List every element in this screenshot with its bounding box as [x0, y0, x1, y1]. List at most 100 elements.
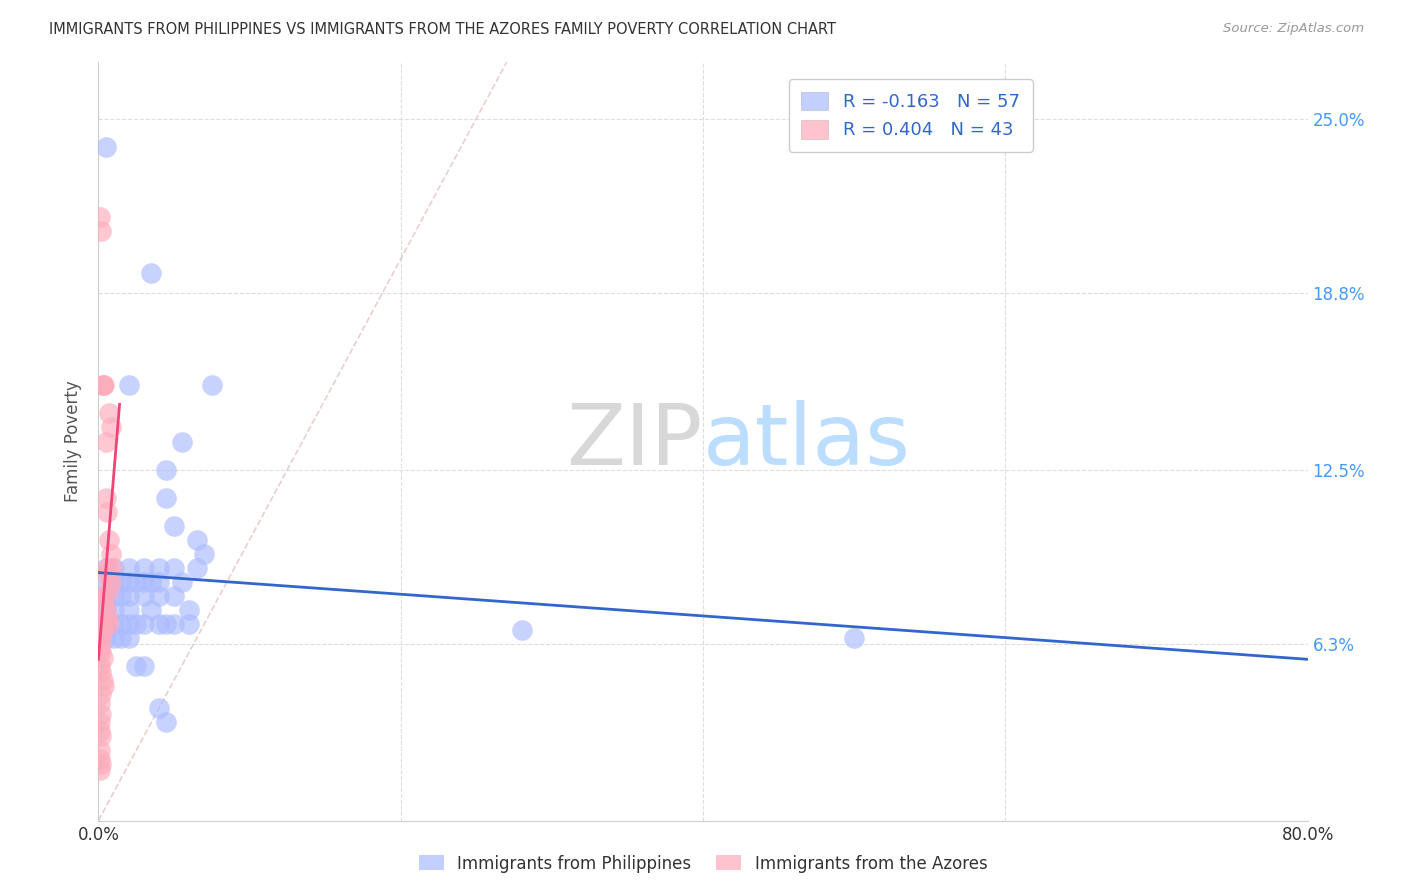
Point — [103, 617, 125, 632]
Point — [844, 631, 866, 645]
Point — [148, 574, 170, 589]
Point — [132, 617, 155, 632]
Point — [141, 603, 163, 617]
Text: IMMIGRANTS FROM PHILIPPINES VS IMMIGRANTS FROM THE AZORES FAMILY POVERTY CORRELA: IMMIGRANTS FROM PHILIPPINES VS IMMIGRANT… — [49, 22, 837, 37]
Point — [89, 752, 111, 766]
Point — [98, 533, 121, 547]
Text: ZIP: ZIP — [567, 400, 703, 483]
Point — [90, 706, 112, 721]
Point — [94, 139, 117, 153]
Point — [93, 378, 115, 392]
Point — [103, 603, 125, 617]
Point — [132, 574, 155, 589]
Point — [91, 673, 114, 688]
Point — [186, 561, 208, 575]
Point — [94, 434, 117, 449]
Point — [91, 589, 114, 603]
Y-axis label: Family Poverty: Family Poverty — [65, 381, 83, 502]
Point — [89, 659, 111, 673]
Point — [110, 589, 132, 603]
Point — [155, 462, 177, 476]
Point — [101, 561, 124, 575]
Point — [163, 589, 186, 603]
Point — [141, 574, 163, 589]
Point — [103, 631, 125, 645]
Point — [89, 210, 111, 224]
Point — [118, 617, 141, 632]
Point — [96, 611, 118, 625]
Point — [89, 631, 111, 645]
Point — [125, 659, 148, 673]
Point — [170, 434, 193, 449]
Point — [118, 631, 141, 645]
Point — [179, 617, 201, 632]
Legend: R = -0.163   N = 57, R = 0.404   N = 43: R = -0.163 N = 57, R = 0.404 N = 43 — [789, 79, 1032, 152]
Point — [94, 561, 117, 575]
Point — [94, 574, 117, 589]
Point — [91, 650, 114, 665]
Point — [94, 631, 117, 645]
Point — [193, 547, 215, 561]
Point — [132, 589, 155, 603]
Point — [98, 407, 121, 421]
Point — [91, 378, 114, 392]
Point — [103, 589, 125, 603]
Point — [155, 491, 177, 505]
Point — [170, 574, 193, 589]
Point — [91, 623, 114, 637]
Point — [96, 505, 118, 519]
Point — [90, 757, 112, 772]
Legend: Immigrants from Philippines, Immigrants from the Azores: Immigrants from Philippines, Immigrants … — [412, 848, 994, 880]
Point — [118, 603, 141, 617]
Text: Source: ZipAtlas.com: Source: ZipAtlas.com — [1223, 22, 1364, 36]
Point — [98, 617, 121, 632]
Point — [155, 617, 177, 632]
Point — [94, 566, 117, 581]
Point — [110, 617, 132, 632]
Point — [90, 224, 112, 238]
Point — [89, 743, 111, 757]
Point — [148, 561, 170, 575]
Point — [103, 561, 125, 575]
Point — [148, 701, 170, 715]
Point — [100, 547, 122, 561]
Point — [163, 518, 186, 533]
Point — [510, 623, 533, 637]
Point — [93, 679, 115, 693]
Point — [100, 574, 122, 589]
Point — [98, 583, 121, 598]
Point — [125, 617, 148, 632]
Point — [179, 603, 201, 617]
Point — [110, 631, 132, 645]
Point — [118, 378, 141, 392]
Point — [148, 589, 170, 603]
Point — [94, 617, 117, 632]
Point — [148, 617, 170, 632]
Point — [89, 715, 111, 730]
Point — [89, 723, 111, 738]
Point — [89, 763, 111, 777]
Point — [89, 640, 111, 654]
Point — [103, 574, 125, 589]
Point — [125, 574, 148, 589]
Point — [163, 561, 186, 575]
Point — [90, 665, 112, 679]
Point — [94, 603, 117, 617]
Point — [94, 589, 117, 603]
Point — [118, 561, 141, 575]
Point — [90, 730, 112, 744]
Point — [93, 617, 115, 632]
Point — [90, 687, 112, 701]
Point — [132, 659, 155, 673]
Point — [201, 378, 224, 392]
Point — [118, 589, 141, 603]
Point — [91, 378, 114, 392]
Point — [96, 561, 118, 575]
Point — [186, 533, 208, 547]
Text: atlas: atlas — [703, 400, 911, 483]
Point — [141, 266, 163, 280]
Point — [94, 603, 117, 617]
Point — [118, 574, 141, 589]
Point — [89, 696, 111, 710]
Point — [132, 561, 155, 575]
